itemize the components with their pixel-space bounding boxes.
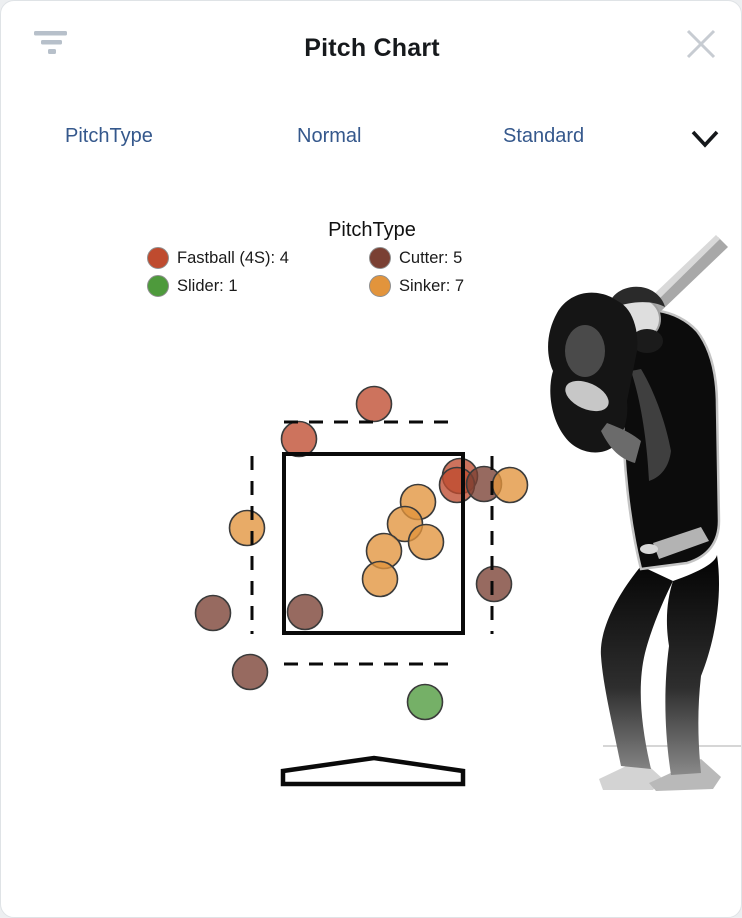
legend-label: Slider: 1 — [177, 276, 238, 295]
legend-item-fastball-4s: Fastball (4S): 4 — [147, 244, 369, 272]
legend-item-sinker: Sinker: 7 — [369, 272, 464, 300]
selector-zone-type[interactable]: Standard — [503, 125, 585, 147]
pitch-point-slider — [406, 683, 444, 721]
legend-swatch-icon — [369, 275, 391, 297]
pitch-point-sinker — [407, 523, 445, 561]
legend-swatch-icon — [369, 247, 391, 269]
legend-swatch-icon — [147, 275, 169, 297]
legend-label: Sinker: 7 — [399, 276, 465, 295]
pitch-point-fastball-4s — [355, 385, 393, 423]
pitch-point-sinker — [491, 466, 529, 504]
pitch-point-sinker — [228, 509, 266, 547]
pitch-point-fastball-4s — [280, 420, 318, 458]
strike-zone-rect — [282, 452, 465, 635]
plot-svg — [194, 235, 741, 791]
filter-icon[interactable] — [34, 29, 70, 57]
pitch-point-cutter — [231, 653, 269, 691]
chevron-down-icon[interactable] — [690, 127, 720, 151]
pitch-point-cutter — [194, 594, 232, 632]
page-title: Pitch Chart — [304, 34, 440, 62]
pitch-points — [194, 385, 529, 721]
pitch-point-cutter — [286, 593, 324, 631]
close-icon[interactable] — [685, 28, 717, 60]
legend-item-slider: Slider: 1 — [147, 272, 369, 300]
legend-swatch-icon — [147, 247, 169, 269]
legend-label: Cutter: 5 — [399, 248, 463, 267]
selector-view-mode[interactable]: Normal — [297, 125, 362, 147]
home-plate — [280, 755, 466, 787]
pitch-location-chart: PitchType Fastball (4S): 4 Cutter: 5 Slide… — [1, 191, 741, 819]
batter-silhouette-image — [548, 235, 741, 791]
shadow-zone-outline — [250, 420, 494, 666]
legend-label: Fastball (4S): 4 — [177, 248, 289, 267]
chart-legend: Fastball (4S): 4 Cutter: 5 Slider: 1 Sinker… — [147, 244, 464, 300]
legend-title: PitchType — [328, 219, 416, 241]
legend-item-cutter: Cutter: 5 — [369, 244, 464, 272]
pitch-point-cutter — [475, 565, 513, 603]
pitch-point-sinker — [361, 560, 399, 598]
selector-group-by[interactable]: PitchType — [65, 125, 153, 147]
